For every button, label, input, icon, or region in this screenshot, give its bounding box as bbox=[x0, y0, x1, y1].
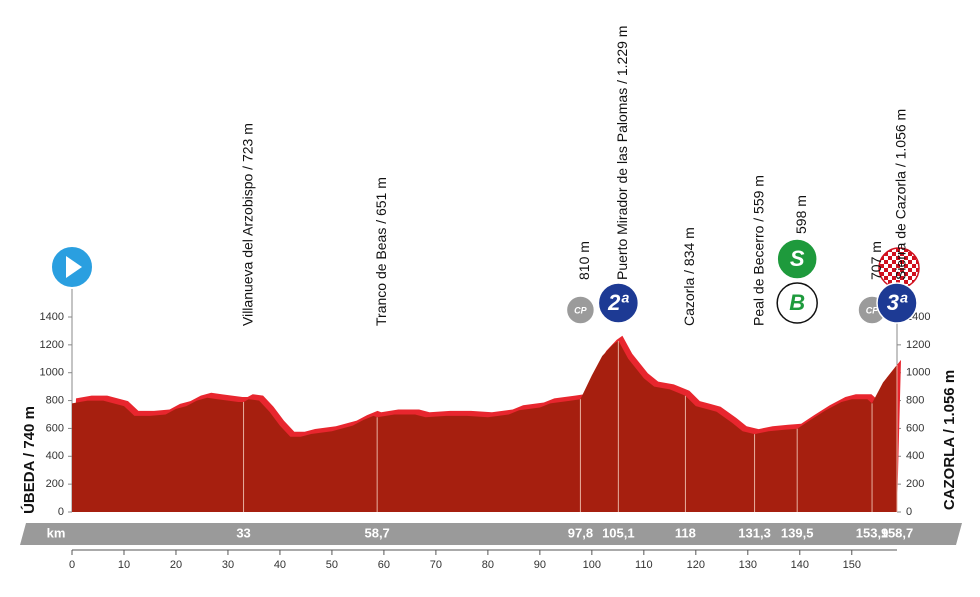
x-tick-label: 20 bbox=[170, 559, 182, 571]
waypoint-name: 707 m bbox=[868, 241, 884, 280]
y-tick-label: 1200 bbox=[40, 339, 64, 351]
y-tick-label: 200 bbox=[46, 478, 64, 490]
background bbox=[20, 523, 962, 551]
icon-text: B bbox=[789, 290, 805, 315]
waypoint-name: Cazorla / 834 m bbox=[681, 227, 697, 326]
x-tick-label: 90 bbox=[534, 559, 546, 571]
x-tick-label: 120 bbox=[687, 559, 705, 571]
x-tick-label: 130 bbox=[739, 559, 757, 571]
waypoint-km: 139,5 bbox=[781, 525, 814, 540]
icon-text: 3ª bbox=[887, 290, 908, 315]
icon bbox=[776, 282, 818, 324]
x-tick-label: 150 bbox=[843, 559, 861, 571]
waypoint-name: Tranco de Beas / 651 m bbox=[373, 177, 389, 326]
icon-text: S bbox=[790, 246, 805, 271]
start-icon bbox=[50, 245, 94, 289]
y-tick-label: 400 bbox=[46, 450, 64, 462]
start-label: ÚBEDA / 740 m bbox=[20, 406, 38, 514]
km-label: km bbox=[47, 525, 66, 540]
icon bbox=[776, 238, 818, 280]
waypoint-km: 131,3 bbox=[738, 525, 771, 540]
waypoint-name: Sierra de Cazorla / 1.056 m bbox=[893, 109, 909, 280]
icon bbox=[565, 295, 596, 325]
icon-text: 2ª bbox=[607, 290, 629, 315]
y-tick-label-right: 1200 bbox=[906, 339, 930, 351]
x-tick-label: 70 bbox=[430, 559, 442, 571]
x-tick-label: 60 bbox=[378, 559, 390, 571]
x-tick-label: 40 bbox=[274, 559, 286, 571]
waypoint-km: 105,1 bbox=[602, 525, 635, 540]
waypoint-km: 33 bbox=[236, 525, 250, 540]
x-tick-label: 100 bbox=[583, 559, 601, 571]
x-tick-label: 140 bbox=[791, 559, 809, 571]
y-tick-label: 0 bbox=[58, 506, 64, 518]
x-tick-label: 10 bbox=[118, 559, 130, 571]
waypoint-name: Villanueva del Arzobispo / 723 m bbox=[239, 123, 255, 326]
waypoint-name: Peal de Becerro / 559 m bbox=[750, 175, 766, 326]
x-tick-label: 0 bbox=[69, 559, 75, 571]
waypoint-km: 58,7 bbox=[364, 525, 389, 540]
y-tick-label-right: 1000 bbox=[906, 367, 930, 379]
waypoint-name: 810 m bbox=[576, 241, 592, 280]
waypoint-km: 118 bbox=[675, 525, 696, 540]
icon bbox=[876, 282, 918, 324]
y-tick-label-right: 200 bbox=[906, 478, 924, 490]
km-band bbox=[20, 523, 962, 545]
y-tick-label-right: 0 bbox=[906, 506, 912, 518]
waypoint-km: 158,7 bbox=[881, 525, 914, 540]
x-tick-label: 110 bbox=[635, 559, 653, 571]
icon bbox=[597, 282, 640, 324]
icon-text: CP bbox=[866, 305, 879, 315]
y-tick-label: 800 bbox=[46, 394, 64, 406]
x-tick-label: 50 bbox=[326, 559, 338, 571]
y-tick-label: 1000 bbox=[40, 367, 64, 379]
y-tick-label: 1400 bbox=[40, 311, 64, 323]
waypoint-name: Puerto Mirador de las Palomas / 1.229 m bbox=[614, 26, 630, 280]
waypoint-km: 97,8 bbox=[568, 525, 593, 540]
icon-text: CP bbox=[574, 305, 587, 315]
x-tick-label: 80 bbox=[482, 559, 494, 571]
y-tick-label-right: 600 bbox=[906, 422, 924, 434]
y-tick-label: 600 bbox=[46, 422, 64, 434]
waypoint-km: 153,9 bbox=[856, 525, 889, 540]
profile-area bbox=[72, 340, 897, 512]
y-tick-label-right: 800 bbox=[906, 394, 924, 406]
waypoint-name: 598 m bbox=[793, 195, 809, 234]
y-tick-label-right: 400 bbox=[906, 450, 924, 462]
x-tick-label: 30 bbox=[222, 559, 234, 571]
finish-label: CAZORLA / 1.056 m bbox=[941, 370, 958, 510]
